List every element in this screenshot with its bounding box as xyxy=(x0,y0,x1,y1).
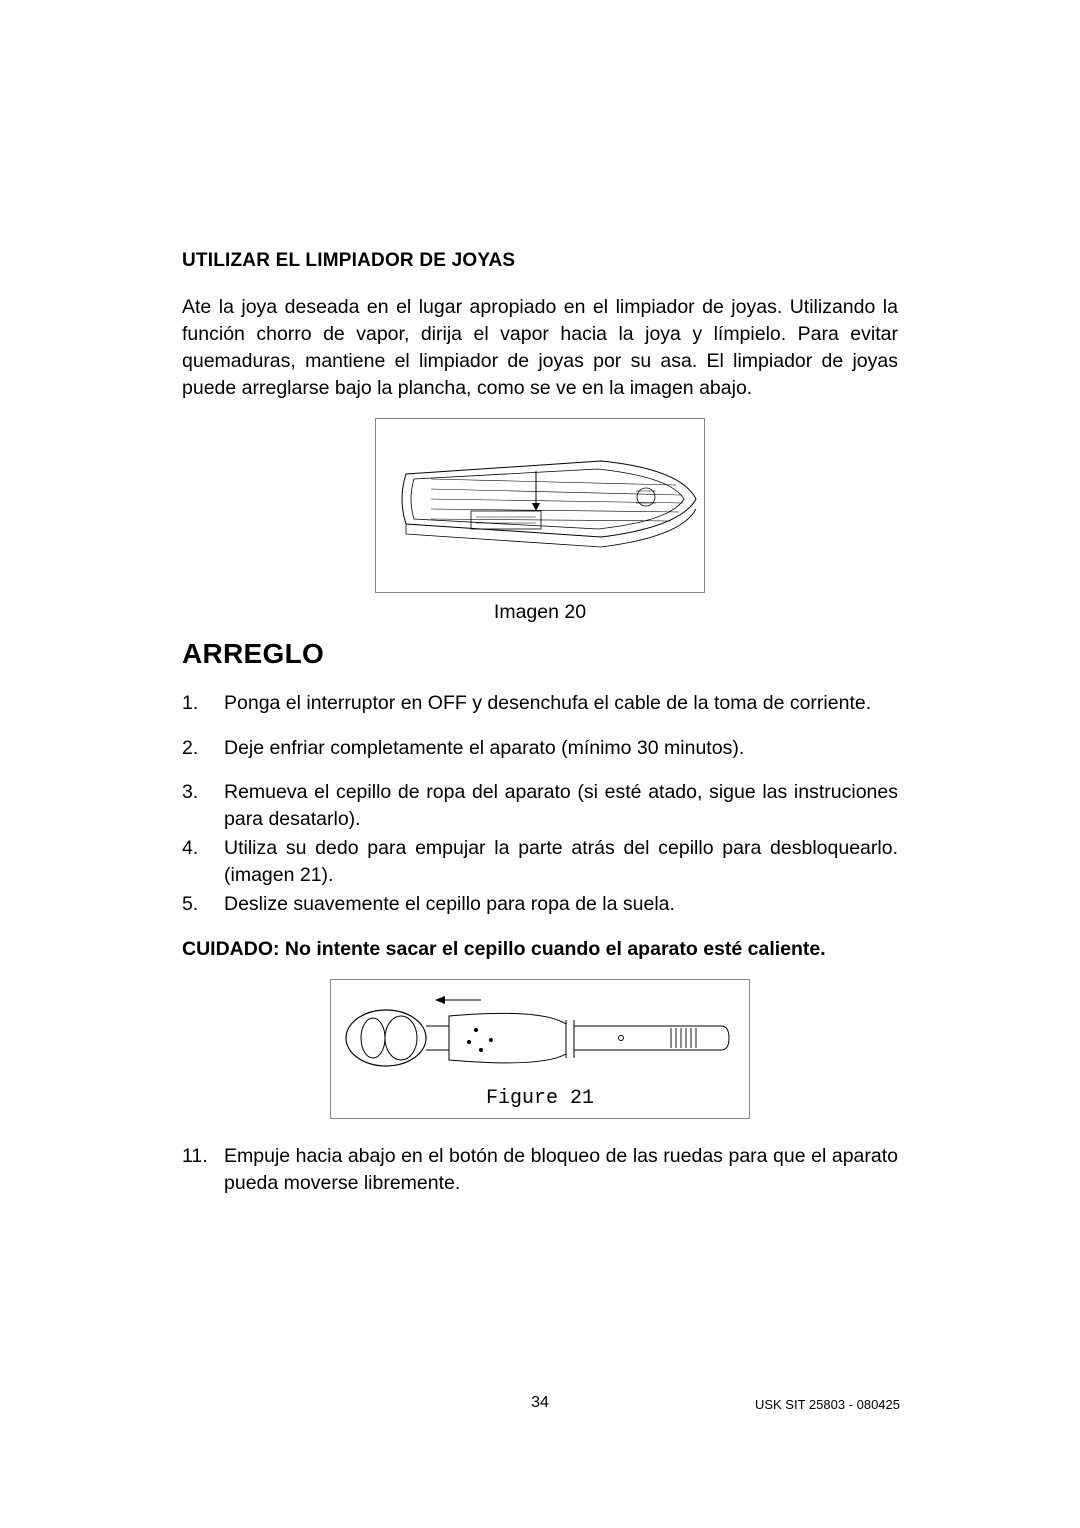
list-item: Deslize suavemente el cepillo para ropa … xyxy=(182,891,898,918)
figure-21-caption: Figure 21 xyxy=(331,1087,749,1110)
figure-20: Imagen 20 xyxy=(182,418,898,624)
iron-board-illustration-icon xyxy=(376,419,706,594)
list-item: Utiliza su dedo para empujar la parte at… xyxy=(182,835,898,889)
arreglo-list: Ponga el interruptor en OFF y desenchufa… xyxy=(182,690,898,918)
list-item: Empuje hacia abajo en el botón de bloque… xyxy=(182,1143,898,1197)
paragraph-jewelry: Ate la joya deseada en el lugar apropiad… xyxy=(182,294,898,402)
figure-20-caption: Imagen 20 xyxy=(182,601,898,624)
list-item: Remueva el cepillo de ropa del aparato (… xyxy=(182,779,898,833)
list-item: Deje enfriar completamente el aparato (m… xyxy=(182,735,898,762)
figure-21: Figure 21 xyxy=(182,979,898,1119)
arreglo-list-cont: Empuje hacia abajo en el botón de bloque… xyxy=(182,1143,898,1197)
warning-text: CUIDADO: No intente sacar el cepillo cua… xyxy=(182,936,898,963)
heading-arreglo: ARREGLO xyxy=(182,638,898,670)
section-title-jewelry: UTILIZAR EL LIMPIADOR DE JOYAS xyxy=(182,250,898,272)
brush-illustration-icon xyxy=(331,980,751,1090)
doc-code: USK SIT 25803 - 080425 xyxy=(755,1397,900,1412)
list-item: Ponga el interruptor en OFF y desenchufa… xyxy=(182,690,898,717)
page-number: 34 xyxy=(0,1394,1080,1412)
